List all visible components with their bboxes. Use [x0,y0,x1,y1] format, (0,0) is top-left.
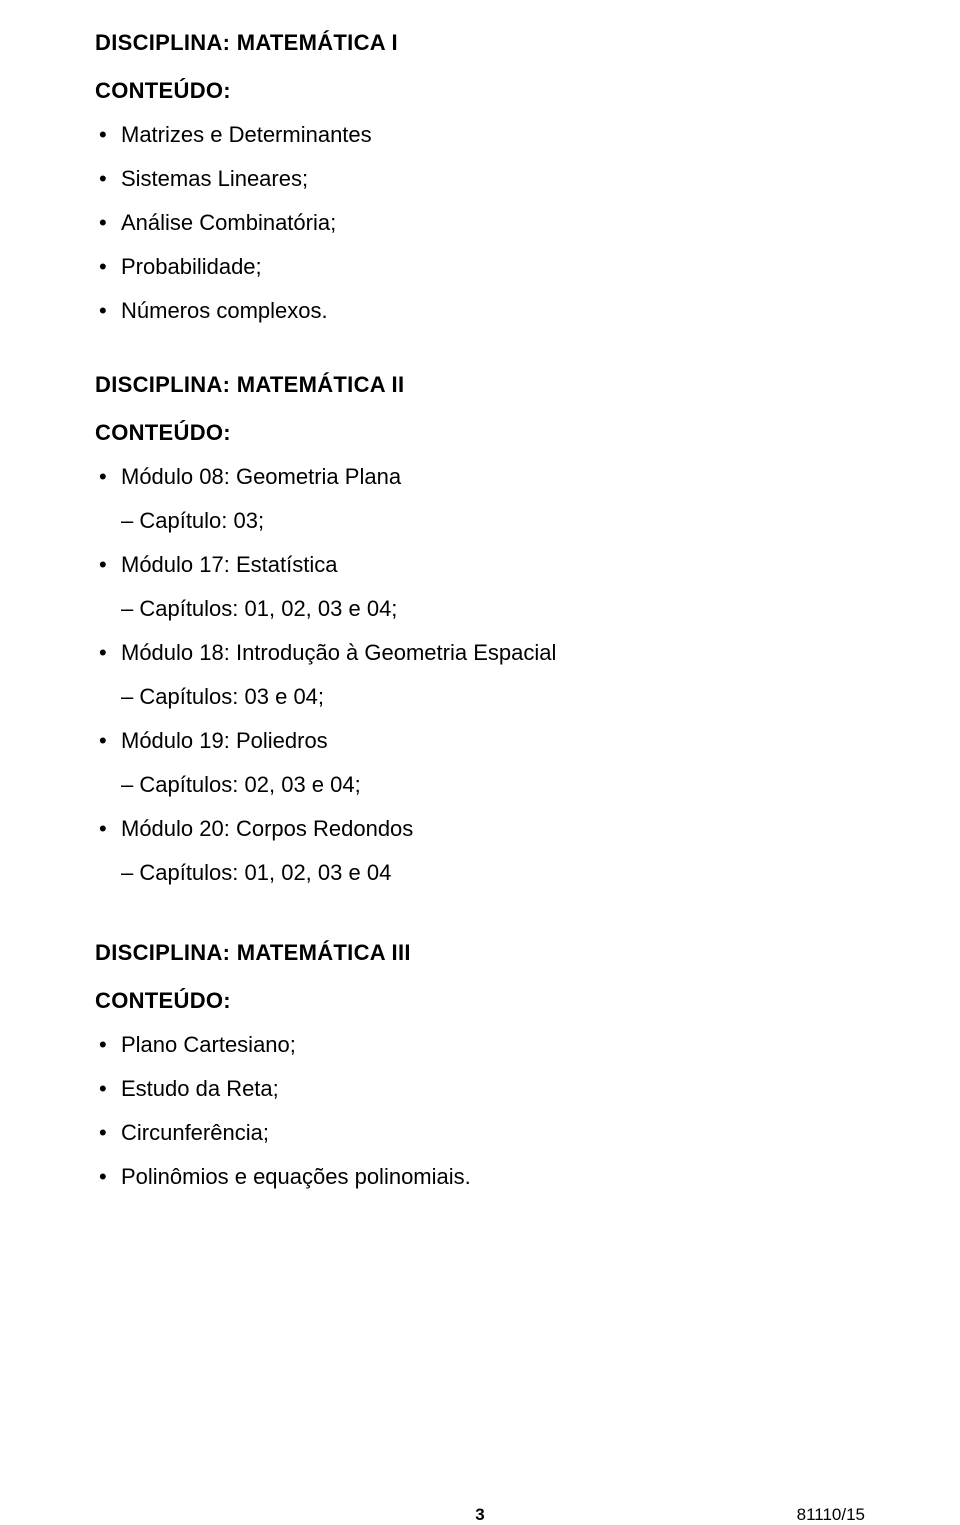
section2-list: Módulo 18: Introdução à Geometria Espaci… [95,642,865,664]
sub-item: – Capítulos: 02, 03 e 04; [121,774,865,796]
section2-list: Módulo 19: Poliedros [95,730,865,752]
section2-list: Módulo 20: Corpos Redondos [95,818,865,840]
list-item: Módulo 19: Poliedros [95,730,865,752]
footer-code: 81110/15 [797,1505,865,1525]
section1-title: DISCIPLINA: MATEMÁTICA I [95,30,865,56]
list-item: Módulo 17: Estatística [95,554,865,576]
sub-item: – Capítulo: 03; [121,510,865,532]
section2-subtitle: CONTEÚDO: [95,420,865,446]
section1-list: Matrizes e Determinantes Sistemas Linear… [95,124,865,322]
list-item: Polinômios e equações polinomiais. [95,1166,865,1188]
section2-list: Módulo 17: Estatística [95,554,865,576]
sub-item: – Capítulos: 01, 02, 03 e 04; [121,598,865,620]
sub-item: – Capítulos: 01, 02, 03 e 04 [121,862,865,884]
list-item: Módulo 08: Geometria Plana [95,466,865,488]
list-item: Matrizes e Determinantes [95,124,865,146]
list-item: Módulo 20: Corpos Redondos [95,818,865,840]
list-item: Módulo 18: Introdução à Geometria Espaci… [95,642,865,664]
section3-list: Plano Cartesiano; Estudo da Reta; Circun… [95,1034,865,1188]
list-item: Estudo da Reta; [95,1078,865,1100]
list-item: Plano Cartesiano; [95,1034,865,1056]
sub-item: – Capítulos: 03 e 04; [121,686,865,708]
section1-subtitle: CONTEÚDO: [95,78,865,104]
list-item: Circunferência; [95,1122,865,1144]
section2-list: Módulo 08: Geometria Plana [95,466,865,488]
list-item: Probabilidade; [95,256,865,278]
section2-title: DISCIPLINA: MATEMÁTICA II [95,372,865,398]
section3-title: DISCIPLINA: MATEMÁTICA III [95,940,865,966]
list-item: Números complexos. [95,300,865,322]
list-item: Sistemas Lineares; [95,168,865,190]
section3-subtitle: CONTEÚDO: [95,988,865,1014]
list-item: Análise Combinatória; [95,212,865,234]
page-number: 3 [475,1505,484,1525]
